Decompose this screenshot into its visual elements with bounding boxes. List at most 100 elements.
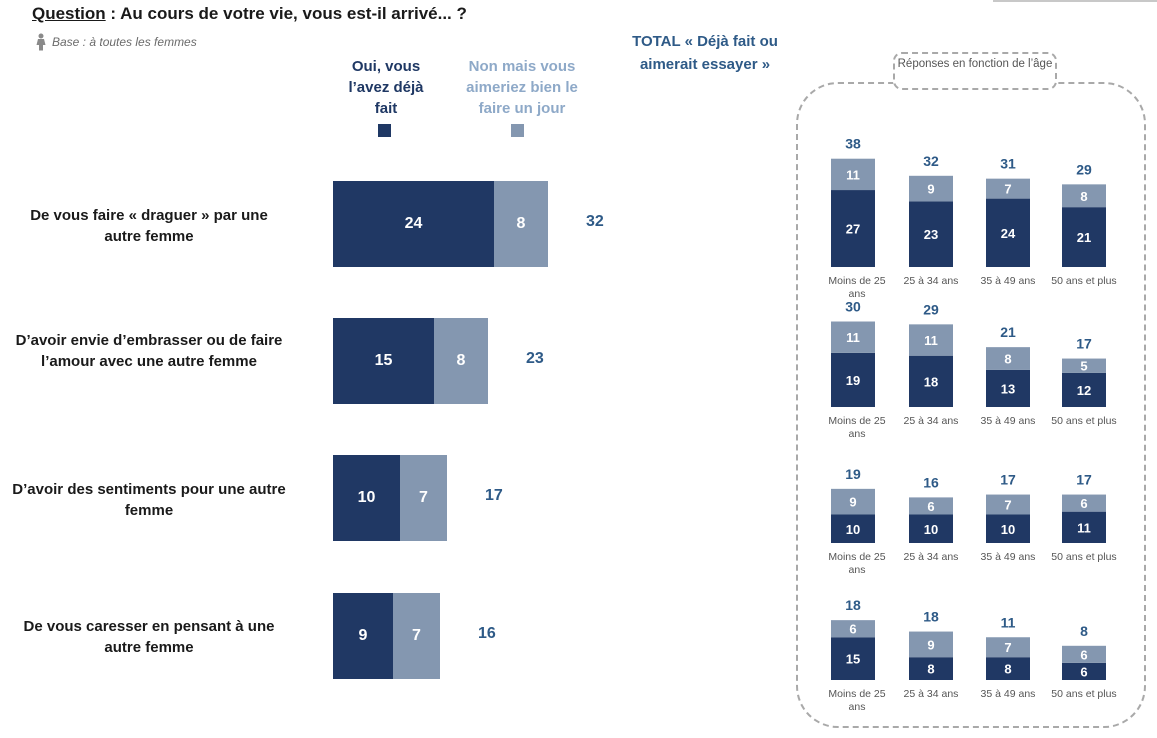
legend-total-label: TOTAL « Déjà fait ou aimerait essayer » bbox=[632, 33, 778, 73]
age-total-4-2: 18 bbox=[923, 609, 939, 625]
age-bar-would-like-4-3 bbox=[986, 637, 1030, 658]
age-total-1-2: 32 bbox=[923, 153, 939, 169]
age-value-would-like-1-2: 9 bbox=[927, 182, 934, 197]
age-total-1-4: 29 bbox=[1076, 161, 1092, 177]
bar-would-like-2: 8 bbox=[434, 318, 488, 404]
age-bar-done-2-4 bbox=[1062, 372, 1106, 407]
age-total-2-2: 29 bbox=[923, 301, 939, 317]
bar-done-3: 10 bbox=[333, 455, 400, 541]
age-total-2-1: 30 bbox=[845, 299, 861, 315]
age-category-label-cont-3-1: ans bbox=[849, 564, 866, 576]
bar-done-4: 9 bbox=[333, 593, 393, 679]
age-category-label-3-2: 25 à 34 ans bbox=[904, 551, 959, 563]
question-label-2: D’avoir envie d’embrasser ou de faire l’… bbox=[15, 332, 283, 370]
age-category-label-1-2: 25 à 34 ans bbox=[904, 275, 959, 287]
age-category-label-2-2: 25 à 34 ans bbox=[904, 415, 959, 427]
age-panel-title: Réponses en fonction de l’âge bbox=[893, 52, 1057, 90]
age-category-label-3-3: 35 à 49 ans bbox=[981, 551, 1036, 563]
age-bar-done-4-4 bbox=[1062, 662, 1106, 680]
base-text: Base : à toutes les femmes bbox=[52, 35, 197, 49]
age-value-done-2-3: 13 bbox=[1001, 381, 1015, 396]
age-bar-would-like-1-3 bbox=[986, 178, 1030, 199]
age-bar-done-3-4 bbox=[1062, 511, 1106, 543]
age-value-would-like-1-4: 8 bbox=[1080, 189, 1087, 204]
age-bar-done-1-3 bbox=[986, 198, 1030, 267]
age-bar-would-like-2-2 bbox=[909, 324, 953, 356]
age-category-label-cont-4-1: ans bbox=[849, 701, 866, 713]
age-total-3-2: 16 bbox=[923, 474, 939, 490]
legend-would-like-label: Non mais vous aimeriez bien le faire un … bbox=[466, 58, 578, 117]
age-total-4-1: 18 bbox=[845, 597, 861, 613]
age-bar-would-like-2-3 bbox=[986, 347, 1030, 370]
age-value-would-like-4-2: 9 bbox=[927, 637, 934, 652]
legend-done-swatch bbox=[378, 124, 391, 137]
age-bar-would-like-3-2 bbox=[909, 497, 953, 515]
woman-icon bbox=[36, 33, 46, 51]
age-bar-would-like-2-1 bbox=[831, 321, 875, 353]
age-value-would-like-3-3: 7 bbox=[1004, 498, 1011, 513]
age-bar-done-1-1 bbox=[831, 190, 875, 267]
total-value-3: 17 bbox=[485, 487, 503, 504]
age-bar-would-like-3-1 bbox=[831, 488, 875, 515]
age-bar-done-4-2 bbox=[909, 657, 953, 680]
age-value-would-like-2-2: 11 bbox=[924, 333, 938, 348]
age-category-label-4-1: Moins de 25 bbox=[828, 688, 885, 700]
bar-would-like-4: 7 bbox=[393, 593, 440, 679]
age-bar-done-4-3 bbox=[986, 657, 1030, 680]
age-value-done-2-4: 12 bbox=[1077, 383, 1091, 398]
age-total-4-3: 11 bbox=[1001, 614, 1016, 630]
age-bar-done-3-1 bbox=[831, 514, 875, 543]
age-bar-would-like-3-3 bbox=[986, 494, 1030, 515]
age-category-label-2-4: 50 ans et plus bbox=[1051, 415, 1116, 427]
age-value-would-like-2-4: 5 bbox=[1080, 359, 1087, 374]
age-value-would-like-2-1: 11 bbox=[846, 330, 860, 345]
age-bar-done-2-1 bbox=[831, 352, 875, 407]
age-category-label-3-4: 50 ans et plus bbox=[1051, 551, 1116, 563]
age-bar-done-3-3 bbox=[986, 514, 1030, 543]
age-value-would-like-3-1: 9 bbox=[849, 495, 856, 510]
question-label-3: D’avoir des sentiments pour une autre fe… bbox=[12, 481, 286, 519]
age-bar-would-like-1-2 bbox=[909, 175, 953, 202]
age-bar-done-4-1 bbox=[831, 637, 875, 680]
age-bar-done-3-2 bbox=[909, 514, 953, 543]
age-value-done-2-1: 19 bbox=[846, 373, 860, 388]
total-value-4: 16 bbox=[478, 625, 496, 642]
age-value-done-1-2: 23 bbox=[924, 227, 938, 242]
age-bar-would-like-1-4 bbox=[1062, 184, 1106, 208]
question-text: : Au cours de votre vie, vous est-il arr… bbox=[105, 4, 467, 23]
age-total-1-1: 38 bbox=[845, 136, 861, 152]
age-value-would-like-3-4: 6 bbox=[1080, 496, 1087, 511]
age-value-done-3-2: 10 bbox=[924, 522, 938, 537]
top-rule bbox=[993, 0, 1157, 2]
age-category-label-4-2: 25 à 34 ans bbox=[904, 688, 959, 700]
age-total-1-3: 31 bbox=[1000, 156, 1016, 172]
age-category-label-2-1: Moins de 25 bbox=[828, 415, 885, 427]
age-value-done-4-3: 8 bbox=[1004, 662, 1011, 677]
age-total-4-4: 8 bbox=[1080, 623, 1088, 639]
bar-would-like-1: 8 bbox=[494, 181, 548, 267]
age-bar-would-like-3-4 bbox=[1062, 494, 1106, 512]
bar-done-2: 15 bbox=[333, 318, 434, 404]
age-bar-done-2-2 bbox=[909, 355, 953, 407]
age-value-done-3-4: 11 bbox=[1077, 520, 1091, 535]
age-category-label-cont-2-1: ans bbox=[849, 428, 866, 440]
age-value-done-4-4: 6 bbox=[1080, 664, 1087, 679]
age-total-2-4: 17 bbox=[1076, 336, 1092, 352]
total-value-2: 23 bbox=[526, 350, 544, 367]
age-bar-would-like-4-1 bbox=[831, 620, 875, 638]
age-value-would-like-2-3: 8 bbox=[1004, 352, 1011, 367]
age-bar-would-like-4-4 bbox=[1062, 645, 1106, 663]
age-category-label-1-3: 35 à 49 ans bbox=[981, 275, 1036, 287]
age-value-done-1-4: 21 bbox=[1077, 230, 1091, 245]
age-value-done-3-3: 10 bbox=[1001, 522, 1015, 537]
age-category-label-4-4: 50 ans et plus bbox=[1051, 688, 1116, 700]
age-bar-would-like-1-1 bbox=[831, 158, 875, 191]
age-bar-would-like-2-4 bbox=[1062, 358, 1106, 373]
age-value-done-1-1: 27 bbox=[846, 222, 860, 237]
base-note: Base : à toutes les femmes bbox=[36, 33, 197, 51]
age-value-would-like-1-3: 7 bbox=[1004, 182, 1011, 197]
legend-would-like-swatch bbox=[511, 124, 524, 137]
age-value-done-3-1: 10 bbox=[846, 522, 860, 537]
age-bar-done-1-2 bbox=[909, 201, 953, 267]
